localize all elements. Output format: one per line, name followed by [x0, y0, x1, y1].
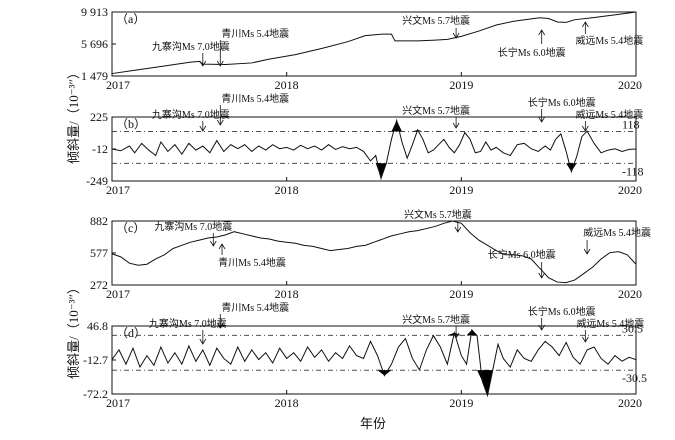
annotation-label: 长宁Ms 6.0地震: [528, 96, 596, 109]
threshold-label: -118: [622, 164, 644, 178]
annotation-arrowhead: [209, 240, 217, 247]
annotation-arrowhead: [199, 338, 207, 345]
x-tick-label: 2017: [106, 287, 130, 301]
annotation-label: 兴文Ms 5.7地震: [404, 208, 472, 221]
y-tick-label: 9 913: [81, 5, 108, 19]
x-tick-label: 2018: [275, 183, 299, 197]
exceed-fill-lower: [112, 370, 636, 396]
exceed-fill-upper: [112, 329, 636, 336]
annotation-label: 威远Ms 5.4地震: [575, 34, 643, 47]
y-tick-label: -12.7: [83, 353, 108, 367]
x-tick-label: 2019: [449, 78, 473, 92]
exceed-fill-upper: [112, 120, 636, 132]
x-axis-title: 年份: [360, 416, 386, 431]
series-line: [111, 328, 637, 398]
exceed-fill-lower: [112, 163, 636, 179]
x-tick-label: 2017: [106, 78, 130, 92]
annotation-arrowhead: [538, 29, 546, 36]
panels: 2017 2018 2019 2020 9 913 5 696 1 479 （a） 九寨沟Ms …: [81, 5, 651, 410]
annotation-arrowhead: [452, 32, 460, 39]
y-tick-label: 272: [90, 278, 108, 292]
y-tick-label: 577: [90, 246, 108, 260]
annotation-arrowhead: [199, 125, 207, 132]
y-tick-label: 5 696: [81, 37, 108, 51]
x-tick-label: 2019: [449, 287, 473, 301]
annotation-arrowhead: [218, 243, 226, 250]
panel-3: 2017 2018 2019 2020 882 577 272 （c） 九寨沟Ms 7.0地震青…: [90, 208, 651, 301]
annotation-arrowhead: [454, 226, 462, 233]
annotation-label: 兴文Ms 5.7地震: [402, 14, 470, 27]
threshold-label: 118: [622, 117, 640, 131]
annotation-label: 青川Ms 5.4地震: [218, 256, 286, 269]
annotation-arrowhead: [583, 248, 591, 255]
annotation-label: 威远Ms 5.4地震: [575, 108, 643, 121]
annotation-arrowhead: [216, 60, 224, 67]
annotation-label: 九寨沟Ms 7.0地震: [154, 220, 232, 233]
annotation-label: 长宁Ms 6.0地震: [488, 248, 556, 261]
panel-4: 2017 2018 2019 2020 46.8 -12.7 -72.2 （d） 30.5 -30…: [83, 301, 647, 410]
x-tick-label: 2018: [275, 287, 299, 301]
x-tick-label: 2018: [275, 78, 299, 92]
annotation-arrowhead: [538, 272, 546, 279]
panel-label: （d）: [116, 326, 146, 340]
series-line: [111, 11, 637, 75]
annotation-arrowhead: [582, 125, 589, 132]
y-axis-title-top: 倾斜量/（10⁻³″）: [66, 66, 81, 164]
panel-frame: [111, 325, 637, 395]
series-line: [111, 220, 637, 284]
x-tick-label: 2017: [106, 396, 130, 410]
annotation-label: 青川Ms 5.4地震: [221, 92, 289, 105]
panel-2: 2017 2018 2019 2020 225 -12 -249 （b） 118 -118 九寨沟M…: [86, 92, 644, 197]
y-tick-label: 225: [90, 110, 108, 124]
threshold-label: 30.5: [622, 321, 643, 335]
annotation-arrowhead: [452, 122, 460, 129]
annotation-arrowhead: [538, 324, 546, 331]
panel-label: （b）: [116, 117, 146, 131]
annotation-label: 青川Ms 5.4地震: [221, 301, 289, 314]
y-tick-label: -12: [92, 142, 108, 156]
panel-1: 2017 2018 2019 2020 9 913 5 696 1 479 （a） 九寨沟Ms …: [81, 5, 643, 92]
x-tick-label: 2020: [618, 78, 642, 92]
panel-label: （a）: [116, 12, 145, 26]
y-tick-label: -249: [86, 174, 108, 188]
annotation-label: 长宁Ms 6.0地震: [498, 46, 566, 59]
annotation-arrowhead: [582, 336, 589, 343]
threshold-label: -30.5: [622, 371, 647, 385]
y-tick-label: 882: [90, 214, 108, 228]
x-tick-label: 2017: [106, 183, 130, 197]
annotation-label: 威远Ms 5.4地震: [583, 226, 651, 239]
y-tick-label: -72.2: [83, 387, 108, 401]
annotation-arrowhead: [199, 60, 207, 67]
annotation-arrowhead: [216, 322, 224, 329]
x-tick-label: 2019: [449, 396, 473, 410]
y-tick-label: 1 479: [81, 69, 108, 83]
annotation-label: 青川Ms 5.4地震: [221, 27, 289, 40]
series-line: [111, 118, 637, 181]
annotation-arrowhead: [452, 332, 460, 339]
x-tick-label: 2020: [618, 396, 642, 410]
x-tick-label: 2020: [618, 287, 642, 301]
annotation-label: 九寨沟Ms 7.0地震: [149, 317, 227, 330]
x-tick-label: 2018: [275, 396, 299, 410]
panel-label: （c）: [116, 221, 145, 235]
annotation-label: 九寨沟Ms 7.0地震: [152, 108, 230, 121]
annotation-label: 长宁Ms 6.0地震: [528, 305, 596, 318]
x-tick-label: 2020: [618, 183, 642, 197]
x-tick-label: 2019: [449, 183, 473, 197]
annotation-label: 兴文Ms 5.7地震: [402, 313, 470, 326]
annotation-arrowhead: [582, 21, 589, 28]
annotation-label: 兴文Ms 5.7地震: [402, 104, 470, 117]
annotation-label: 九寨沟Ms 7.0地震: [152, 40, 230, 53]
annotation-arrowhead: [216, 119, 224, 126]
panel-frame: [111, 116, 637, 182]
annotation-arrowhead: [538, 116, 546, 123]
annotation-label: 威远Ms 5.4地震: [576, 317, 644, 330]
y-tick-label: 46.8: [87, 319, 108, 333]
y-axis-title-bottom: 倾斜量/（10⁻³″）: [66, 281, 81, 379]
